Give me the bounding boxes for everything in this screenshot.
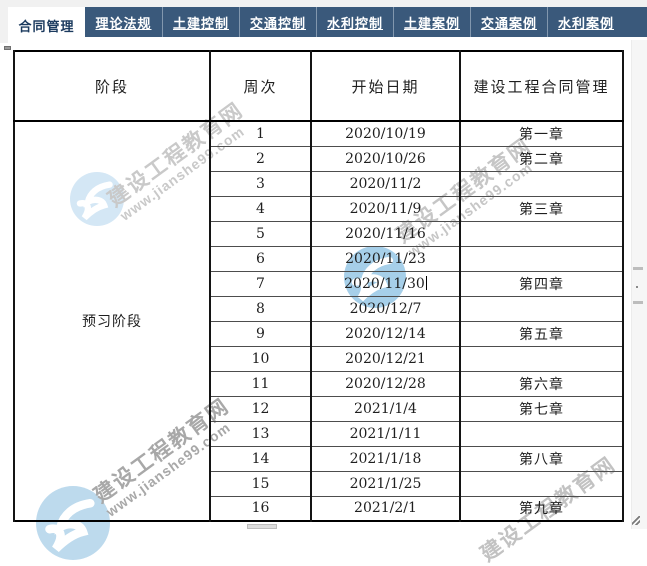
cell-chapter[interactable]: 第二章 <box>459 145 624 172</box>
table-row: 预习阶段 1 2020/10/19 第一章 <box>13 120 624 522</box>
tab-civil-cases[interactable]: 土建案例 <box>393 7 470 37</box>
tab-traffic-cases[interactable]: 交通案例 <box>470 7 547 37</box>
table-row: 16 2021/2/1 第九章 <box>14 495 624 522</box>
cell-chapter[interactable] <box>459 245 624 272</box>
header-course: 建设工程合同管理 <box>459 50 624 122</box>
resize-grip-icon[interactable] <box>632 516 640 525</box>
header-week: 周次 <box>209 50 312 122</box>
cell-week[interactable]: 2 <box>209 145 312 172</box>
table-row: 8 2020/12/7 <box>14 295 624 322</box>
cell-chapter[interactable]: 第三章 <box>459 195 624 222</box>
cell-date[interactable]: 2021/1/11 <box>310 420 461 447</box>
cell-chapter[interactable] <box>459 345 624 372</box>
cell-date[interactable]: 2021/1/25 <box>310 470 461 497</box>
schedule-table-container: 阶段 周次 开始日期 建设工程合同管理 预习阶段 1 2020/10/19 第一… <box>13 50 624 522</box>
table-row: 11 2020/12/28 第六章 <box>14 370 624 397</box>
cell-week[interactable]: 9 <box>209 320 312 347</box>
left-margin-strip <box>0 7 8 43</box>
tab-traffic-control[interactable]: 交通控制 <box>239 7 316 37</box>
cell-week[interactable]: 11 <box>209 370 312 397</box>
cell-date[interactable]: 2020/11/23 <box>310 245 461 272</box>
cell-chapter[interactable] <box>459 420 624 447</box>
cell-week[interactable]: 13 <box>209 420 312 447</box>
text-cursor <box>425 275 427 290</box>
tab-bar: 合同管理 理论法规 土建控制 交通控制 水利控制 土建案例 交通案例 水利案例 <box>8 7 647 43</box>
cell-date[interactable]: 2020/12/28 <box>310 370 461 397</box>
cell-chapter[interactable] <box>459 470 624 497</box>
horizontal-scrollbar-mark[interactable] <box>247 524 277 529</box>
cell-chapter[interactable]: 第四章 <box>459 270 624 297</box>
tab-civil-control[interactable]: 土建控制 <box>162 7 239 37</box>
cell-date[interactable]: 2020/12/14 <box>310 320 461 347</box>
cell-chapter[interactable]: 第七章 <box>459 395 624 422</box>
cell-date[interactable]: 2020/11/9 <box>310 195 461 222</box>
cell-date[interactable]: 2021/1/4 <box>310 395 461 422</box>
scrollbar-dot <box>636 286 638 288</box>
tab-water-cases[interactable]: 水利案例 <box>547 7 624 37</box>
header-row: 阶段 周次 开始日期 建设工程合同管理 <box>13 50 624 122</box>
cell-date[interactable]: 2020/10/19 <box>310 120 461 147</box>
cell-chapter[interactable] <box>459 220 624 247</box>
date-text: 2020/11/30 <box>344 275 425 292</box>
table-row: 5 2020/11/16 <box>14 220 624 247</box>
scrollbar-thumb-mark[interactable] <box>633 267 643 270</box>
tab-theory-regulations[interactable]: 理论法规 <box>95 15 152 31</box>
cell-date[interactable]: 2021/1/18 <box>310 445 461 472</box>
cell-date[interactable]: 2020/11/16 <box>310 220 461 247</box>
cell-week[interactable]: 10 <box>209 345 312 372</box>
cell-week[interactable]: 1 <box>209 120 312 147</box>
cell-week[interactable]: 6 <box>209 245 312 272</box>
table-row: 12 2021/1/4 第七章 <box>14 395 624 422</box>
scrollbar-thumb-mark[interactable] <box>633 301 643 304</box>
cell-chapter[interactable] <box>459 295 624 322</box>
cell-date[interactable]: 2020/12/7 <box>310 295 461 322</box>
cell-chapter[interactable]: 第五章 <box>459 320 624 347</box>
cell-week[interactable]: 8 <box>209 295 312 322</box>
cell-date-editing[interactable]: 2020/11/30 <box>310 270 461 297</box>
cell-chapter[interactable]: 第八章 <box>459 445 624 472</box>
cell-week[interactable]: 4 <box>209 195 312 222</box>
table-row: 10 2020/12/21 <box>14 345 624 372</box>
header-start-date: 开始日期 <box>310 50 461 122</box>
cell-week[interactable]: 14 <box>209 445 312 472</box>
tab-water-control[interactable]: 水利控制 <box>316 7 393 37</box>
table-row: 13 2021/1/11 <box>14 420 624 447</box>
stage-cell[interactable]: 预习阶段 <box>13 120 211 522</box>
cell-date[interactable]: 2020/11/2 <box>310 170 461 197</box>
cell-chapter[interactable] <box>459 170 624 197</box>
cell-week[interactable]: 12 <box>209 395 312 422</box>
cell-week[interactable]: 16 <box>209 495 312 522</box>
cell-chapter[interactable]: 第九章 <box>459 495 624 522</box>
schedule-table: 阶段 周次 开始日期 建设工程合同管理 预习阶段 1 2020/10/19 第一… <box>13 50 624 522</box>
cell-chapter[interactable]: 第六章 <box>459 370 624 397</box>
table-row: 4 2020/11/9 第三章 <box>14 195 624 222</box>
cell-week[interactable]: 7 <box>209 270 312 297</box>
cell-week[interactable]: 15 <box>209 470 312 497</box>
vertical-scrollbar[interactable] <box>631 40 647 529</box>
cell-week[interactable]: 5 <box>209 220 312 247</box>
header-stage: 阶段 <box>13 50 211 122</box>
cell-date[interactable]: 2020/12/21 <box>310 345 461 372</box>
tab-contract-management[interactable]: 合同管理 <box>8 7 85 43</box>
cell-date[interactable]: 2020/10/26 <box>310 145 461 172</box>
top-strip <box>0 0 647 7</box>
selection-handle-mark <box>4 46 11 50</box>
table-row: 3 2020/11/2 <box>14 170 624 197</box>
cell-date[interactable]: 2021/2/1 <box>310 495 461 522</box>
cell-chapter[interactable]: 第一章 <box>459 120 624 147</box>
cell-week[interactable]: 3 <box>209 170 312 197</box>
